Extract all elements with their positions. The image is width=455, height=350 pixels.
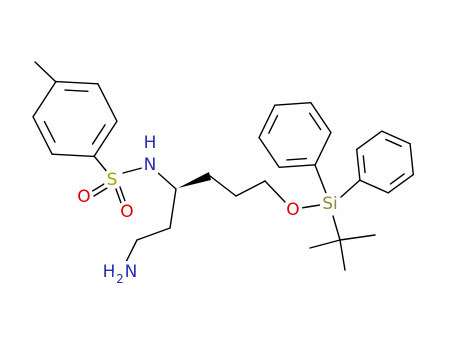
- bond: [385, 138, 402, 148]
- bond: [274, 101, 312, 106]
- bond: [332, 215, 341, 241]
- bond: [355, 148, 361, 181]
- bond: [314, 164, 327, 194]
- bond: [51, 153, 95, 158]
- bond: [93, 187, 108, 197]
- bond: [308, 112, 322, 131]
- bond: [362, 155, 366, 174]
- bond: [43, 120, 56, 143]
- bond: [91, 124, 106, 145]
- bond: [339, 234, 376, 241]
- atom-label: O: [77, 187, 90, 207]
- bond: [115, 188, 122, 204]
- bond: [136, 227, 171, 241]
- bonds: [32, 61, 415, 271]
- atom-label: O: [286, 200, 299, 220]
- bond: [122, 167, 143, 174]
- bond: [314, 131, 332, 166]
- bond: [119, 186, 126, 202]
- atom-label: N: [125, 262, 138, 282]
- bond: [387, 173, 415, 194]
- bond: [93, 120, 118, 158]
- bond: [309, 239, 341, 249]
- bond: [268, 114, 279, 134]
- atom-label: S: [107, 170, 118, 190]
- bond: [409, 143, 415, 176]
- bond: [156, 171, 177, 190]
- bond: [339, 239, 346, 271]
- atom-label: H: [144, 133, 157, 153]
- bond: [340, 179, 361, 198]
- bond: [264, 180, 286, 203]
- bond: [93, 155, 109, 174]
- bond: [310, 101, 332, 134]
- bond: [32, 80, 57, 118]
- bond: [209, 175, 237, 197]
- atom-label: Si: [322, 194, 338, 214]
- wedge-bond: [178, 172, 211, 188]
- atom-label: H: [103, 262, 116, 282]
- bond: [235, 180, 266, 197]
- bond: [381, 130, 411, 145]
- atom-labels: H N S O O O Si H 2 N: [74, 130, 341, 290]
- bond: [355, 130, 383, 151]
- bond: [64, 89, 89, 92]
- bond: [90, 183, 105, 193]
- bond: [97, 83, 118, 122]
- bond: [258, 136, 280, 169]
- bond: [55, 80, 99, 85]
- bond: [300, 204, 321, 209]
- atom-label: N: [144, 155, 157, 175]
- bond: [286, 157, 308, 161]
- bond: [169, 188, 177, 229]
- bond: [34, 61, 57, 83]
- atom-label: 2: [116, 272, 124, 286]
- atom-label: O: [120, 202, 133, 222]
- bond: [389, 173, 405, 185]
- bond: [359, 179, 389, 194]
- bond: [125, 239, 138, 263]
- bond: [32, 116, 53, 155]
- bond: [278, 164, 316, 169]
- bond: [258, 104, 276, 139]
